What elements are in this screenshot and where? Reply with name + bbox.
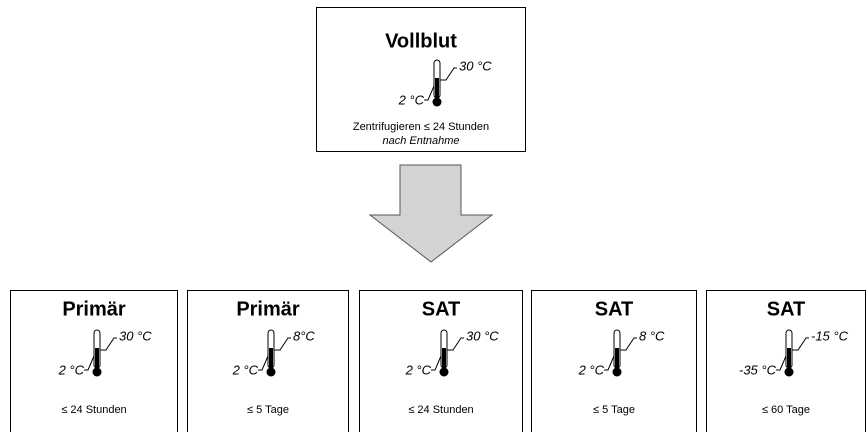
thermometer-bulb (266, 367, 276, 377)
high-line (792, 337, 809, 351)
high-line (100, 337, 117, 351)
thermometer-fill (787, 348, 791, 370)
low-temp: -35 °C (739, 362, 777, 377)
high-line (620, 337, 637, 351)
box-title: SAT (422, 298, 461, 320)
thermometer-fill (95, 348, 99, 370)
low-temp: 2 °C (405, 362, 432, 377)
high-temp: -15 °C (811, 328, 849, 343)
top-note: Zentrifugieren ≤ 24 Stunden (353, 121, 489, 133)
high-temp: 30 °C (466, 328, 499, 343)
low-temp: 2 °C (232, 362, 259, 377)
top-box (316, 7, 526, 152)
box-title: Primär (62, 298, 126, 320)
duration: ≤ 24 Stunden (408, 404, 473, 416)
thermometer-fill (435, 78, 439, 100)
top-title: Vollblut (385, 30, 457, 52)
high-temp: 8 °C (639, 328, 665, 343)
top-note: nach Entnahme (382, 135, 459, 147)
thermometer-fill (269, 348, 273, 370)
low-temp: 2 °C (58, 362, 85, 377)
high-temp: 30 °C (119, 328, 152, 343)
arrow (368, 164, 494, 263)
thermometer-fill (615, 348, 619, 370)
high-temp: 30 °C (459, 58, 492, 73)
duration: ≤ 5 Tage (247, 404, 289, 416)
thermometer-bulb (612, 367, 622, 377)
thermometer-fill (442, 348, 446, 370)
high-line (440, 67, 457, 81)
low-line (604, 355, 615, 371)
high-temp: 8°C (293, 328, 315, 343)
thermometer-bulb (92, 367, 102, 377)
low-temp: 2 °C (398, 92, 425, 107)
box-title: Primär (236, 298, 300, 320)
high-line (274, 337, 291, 351)
low-line (424, 85, 435, 101)
box-title: SAT (767, 298, 806, 320)
low-line (776, 355, 787, 371)
thermometer-bulb (432, 97, 442, 107)
low-temp: 2 °C (578, 362, 605, 377)
low-line (84, 355, 95, 371)
high-line (447, 337, 464, 351)
box-title: SAT (595, 298, 634, 320)
low-line (258, 355, 269, 371)
thermometer-bulb (784, 367, 794, 377)
low-line (431, 355, 442, 371)
duration: ≤ 5 Tage (593, 404, 635, 416)
duration: ≤ 60 Tage (762, 404, 810, 416)
duration: ≤ 24 Stunden (61, 404, 126, 416)
thermometer-bulb (439, 367, 449, 377)
